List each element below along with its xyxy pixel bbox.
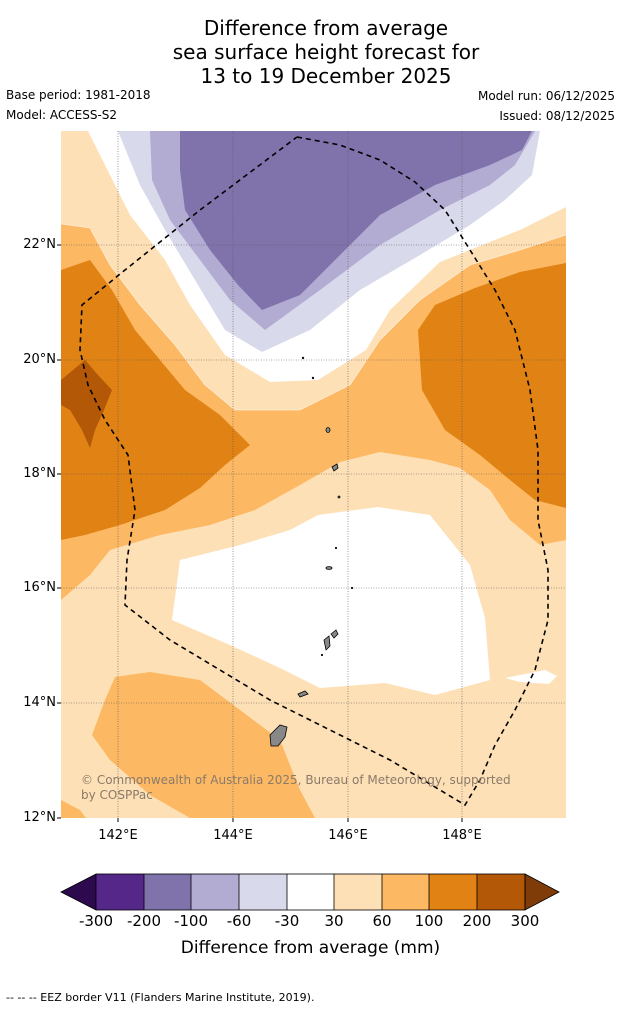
colorbar-bin-neg200-neg100 [144,874,191,910]
colorbar-tick-neg100: -100 [173,912,209,930]
colorbar-bin-neg300-neg200 [96,874,144,910]
colorbar-tick-neg200: -200 [126,912,162,930]
colorbar-tick-200: 200 [462,912,492,930]
lat-label-20n: 20°N [23,352,56,367]
colorbar-bin-neg60-neg30 [239,874,287,910]
colorbar-bin-100-200 [429,874,477,910]
colorbar-tick-neg300: -300 [78,912,114,930]
eez-border [79,136,549,807]
colorbar-bin-60-100 [382,874,429,910]
lon-label-144e: 144°E [213,828,253,843]
issued-date: Issued: 08/12/2025 [499,109,615,123]
title-line-1: Difference from average [203,16,449,40]
copyright-credit: © Commonwealth of Australia 2025, Bureau… [81,773,511,802]
lon-label-148e: 148°E [442,828,482,843]
colorbar-tick-30: 30 [324,912,344,930]
base-period: Base period: 1981-2018 [6,88,151,102]
band-200-300-west [61,360,112,448]
band-neg30-30-central [172,507,490,695]
lat-label-22n: 22°N [23,237,56,252]
colorbar-extend-low [60,873,97,911]
band-100-200-east [418,263,566,508]
lon-label-146e: 146°E [328,828,368,843]
colorbar-tick-100: 100 [414,912,444,930]
band-60-100-southwest [61,800,86,818]
lat-label-16n: 16°N [23,580,56,595]
model-run: Model run: 06/12/2025 [477,89,615,103]
colorbar-extend-high [524,873,560,911]
colorbar-tick-neg60: -60 [226,912,252,930]
colorbar-bin-neg100-neg60 [191,874,239,910]
band-60-100-south [92,672,315,818]
islands [269,356,354,747]
band-100-200-west [61,260,250,540]
lat-label-14n: 14°N [23,695,56,710]
colorbar-bin-200-300 [477,874,525,910]
map [57,131,566,822]
title-line-2: sea surface height forecast for [172,40,480,64]
colorbar-bin-30-60 [334,874,382,910]
colorbar-tick-neg30: -30 [274,912,300,930]
eez-legend: -- -- -- EEZ border V11 (Flanders Marine… [6,991,315,1004]
colorbar-bin-neg30-30 [287,874,334,910]
colorbar-tick-300: 300 [510,912,540,930]
model-name: Model: ACCESS-S2 [6,108,118,122]
band-neg200-neg100 [180,131,532,310]
lat-label-18n: 18°N [23,466,56,481]
colorbar-tick-60: 60 [372,912,392,930]
lon-label-142e: 142°E [98,828,138,843]
chart-title: Difference from average sea surface heig… [0,16,621,88]
gridlines [61,131,566,818]
title-line-3: 13 to 19 December 2025 [200,64,452,88]
colorbar-label: Difference from average (mm) [180,938,441,958]
lat-label-12n: 12°N [23,810,56,825]
